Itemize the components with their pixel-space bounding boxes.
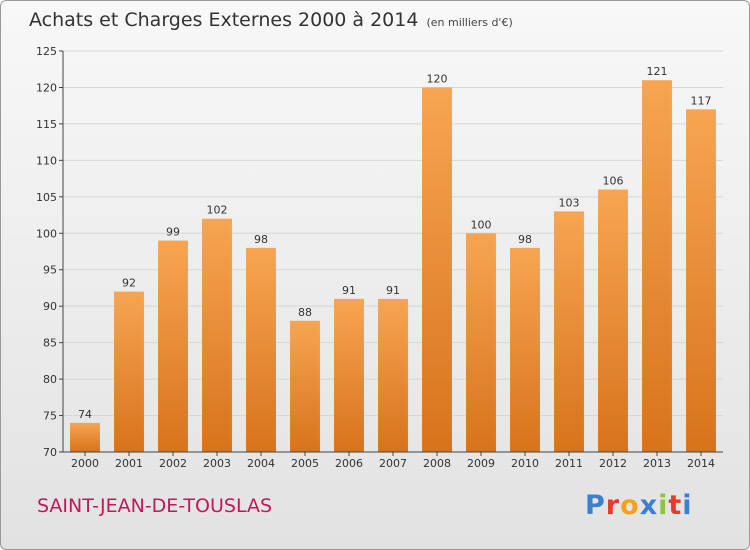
y-tick-label: 95 (43, 264, 57, 277)
bar (290, 320, 320, 452)
bar (642, 80, 672, 452)
logo-letter: t (668, 490, 683, 521)
chart-title-text: Achats et Charges Externes 2000 à 2014 (29, 9, 419, 31)
bar-value-label: 102 (207, 204, 228, 217)
x-tick-label: 2001 (115, 457, 143, 470)
y-tick-label: 115 (36, 118, 57, 131)
x-tick-label: 2000 (71, 457, 99, 470)
axis-layer: 70 75 80 85 90 95 100 105 110 115 120 125 2000 2001 20… (36, 45, 723, 470)
x-tick-label: 2002 (159, 457, 187, 470)
bar (686, 109, 716, 452)
x-tick-label: 2004 (247, 457, 275, 470)
bar-value-label: 98 (254, 233, 268, 246)
logo-letter: r (605, 490, 621, 521)
commune-name: SAINT-JEAN-DE-TOUSLAS (37, 495, 273, 517)
bar (70, 422, 100, 452)
bar-value-label: 92 (122, 277, 136, 290)
y-tick-label: 110 (36, 154, 57, 167)
x-tick-label: 2013 (643, 457, 671, 470)
bar-value-label: 98 (518, 233, 532, 246)
y-tick-label: 105 (36, 191, 57, 204)
bar (510, 247, 540, 452)
chart-subtitle: (en milliers d'€) (426, 16, 513, 29)
y-tick-label: 70 (43, 446, 57, 459)
y-tick-label: 75 (43, 410, 57, 423)
y-tick-label: 90 (43, 300, 57, 313)
y-tick-label: 125 (36, 45, 57, 58)
y-tick-label: 100 (36, 227, 57, 240)
x-tick-label: 2012 (599, 457, 627, 470)
bar (246, 247, 276, 452)
x-tick-label: 2009 (467, 457, 495, 470)
bars-layer: 74 92 99 102 98 88 91 91 120 100 98 103 106 121 117 (70, 65, 716, 453)
bar (378, 298, 408, 452)
bar-value-label: 103 (559, 196, 580, 209)
bar (598, 189, 628, 452)
bar-value-label: 121 (647, 65, 668, 78)
bar-value-label: 120 (427, 72, 448, 85)
x-tick-label: 2010 (511, 457, 539, 470)
bar-value-label: 99 (166, 226, 180, 239)
y-tick-label: 85 (43, 337, 57, 350)
bar-value-label: 88 (298, 306, 312, 319)
y-tick-label: 120 (36, 81, 57, 94)
y-tick-label: 80 (43, 373, 57, 386)
bar (158, 240, 188, 452)
bar (334, 298, 364, 452)
bar (114, 291, 144, 452)
logo-letter: i (658, 490, 669, 521)
x-tick-label: 2005 (291, 457, 319, 470)
bar-value-label: 100 (471, 218, 492, 231)
chart-title: Achats et Charges Externes 2000 à 2014 (e… (29, 9, 513, 31)
bar-value-label: 117 (691, 94, 712, 107)
logo-letter: o (620, 490, 640, 521)
x-tick-label: 2011 (555, 457, 583, 470)
logo-letter: P (585, 490, 606, 521)
bar (202, 218, 232, 452)
bar-value-label: 91 (342, 284, 356, 297)
x-tick-label: 2014 (687, 457, 715, 470)
bar-value-label: 91 (386, 284, 400, 297)
x-tick-label: 2008 (423, 457, 451, 470)
bar (422, 87, 452, 453)
bar (554, 211, 584, 452)
proxiti-logo: Proxiti (585, 490, 693, 521)
x-tick-label: 2003 (203, 457, 231, 470)
bar (466, 233, 496, 452)
x-tick-label: 2006 (335, 457, 363, 470)
x-tick-label: 2007 (379, 457, 407, 470)
bar-value-label: 106 (603, 175, 624, 188)
bar-value-label: 74 (78, 408, 92, 421)
logo-letter: x (639, 490, 659, 521)
logo-letter: i (682, 490, 693, 521)
